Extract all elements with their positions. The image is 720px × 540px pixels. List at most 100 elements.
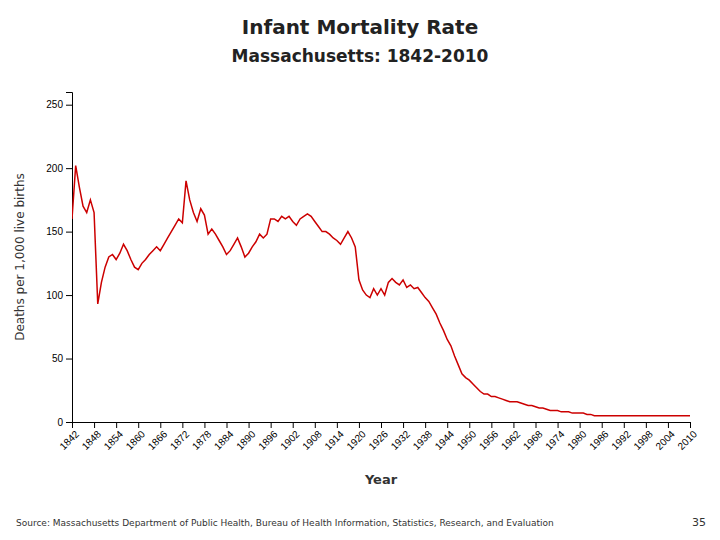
x-tick-mark xyxy=(182,422,183,428)
x-tick: 1932 xyxy=(389,422,413,452)
x-tick-mark xyxy=(668,422,669,428)
x-tick: 1908 xyxy=(300,422,324,452)
x-tick-label: 1848 xyxy=(80,428,104,452)
x-axis-line xyxy=(73,423,691,429)
x-tick-label: 1920 xyxy=(344,428,368,452)
x-tick-mark xyxy=(337,422,338,428)
x-tick: 1848 xyxy=(80,422,104,452)
x-tick-mark xyxy=(646,422,647,428)
x-tick-label: 1860 xyxy=(124,428,148,452)
x-tick-mark xyxy=(580,422,581,428)
y-tick: 50 xyxy=(52,353,72,364)
x-tick: 1926 xyxy=(366,422,390,452)
y-tick: 100 xyxy=(46,290,72,301)
x-tick-mark xyxy=(425,422,426,428)
x-tick-label: 1950 xyxy=(455,428,479,452)
plot-area: 1842184818541860186618721878188418901896… xyxy=(13,93,699,488)
y-tick-label: 200 xyxy=(46,163,63,174)
x-tick: 1980 xyxy=(565,422,589,452)
y-tick-label: 150 xyxy=(46,226,63,237)
x-tick-label: 1992 xyxy=(609,428,633,452)
x-tick: 1950 xyxy=(455,422,479,452)
x-tick: 1890 xyxy=(234,422,258,452)
x-tick-mark xyxy=(204,422,205,428)
x-tick-label: 1902 xyxy=(278,428,302,452)
chart-container: Infant Mortality RateMassachusetts: 1842… xyxy=(0,0,720,540)
x-axis: 1842184818541860186618721878188418901896… xyxy=(57,422,699,452)
y-tick: 200 xyxy=(46,163,72,174)
x-tick-label: 1980 xyxy=(565,428,589,452)
x-tick-mark xyxy=(403,422,404,428)
x-tick: 1986 xyxy=(587,422,611,452)
x-tick-mark xyxy=(447,422,448,428)
x-tick: 1944 xyxy=(433,422,457,452)
x-tick: 1962 xyxy=(499,422,523,452)
y-tick-mark xyxy=(66,168,72,169)
x-tick-mark xyxy=(116,422,117,428)
x-tick-label: 1926 xyxy=(366,428,390,452)
x-tick-label: 1842 xyxy=(57,428,81,452)
x-tick-label: 2010 xyxy=(675,428,699,452)
x-tick-mark xyxy=(469,422,470,428)
y-axis-label: Deaths per 1,000 live births xyxy=(13,173,27,341)
x-tick-label: 1878 xyxy=(190,428,214,452)
x-tick: 1992 xyxy=(609,422,633,452)
x-tick: 1938 xyxy=(411,422,435,452)
x-tick: 1896 xyxy=(256,422,280,452)
x-tick-label: 1914 xyxy=(322,428,346,452)
x-tick: 1974 xyxy=(543,422,567,452)
x-tick: 2004 xyxy=(653,422,677,452)
x-tick-mark xyxy=(536,422,537,428)
x-tick-mark xyxy=(94,422,95,428)
x-tick-label: 1944 xyxy=(433,428,457,452)
x-tick: 1872 xyxy=(168,422,192,452)
y-tick-mark xyxy=(66,422,72,423)
y-tick: 250 xyxy=(46,99,72,110)
x-tick: 2010 xyxy=(675,422,699,452)
x-tick: 1998 xyxy=(631,422,655,452)
x-tick-mark xyxy=(227,422,228,428)
y-tick-mark xyxy=(66,105,72,106)
x-tick-mark xyxy=(138,422,139,428)
x-tick-label: 1896 xyxy=(256,428,280,452)
x-tick: 1884 xyxy=(212,422,236,452)
y-axis: 0 50 100 150 200 250 xyxy=(46,93,72,428)
x-tick-label: 1956 xyxy=(477,428,501,452)
x-tick-label: 1962 xyxy=(499,428,523,452)
x-tick-mark xyxy=(381,422,382,428)
title: Infant Mortality Rate xyxy=(242,15,479,39)
x-tick-mark xyxy=(359,422,360,428)
x-tick: 1902 xyxy=(278,422,302,452)
x-tick: 1860 xyxy=(124,422,148,452)
y-tick-label: 100 xyxy=(46,290,63,301)
x-tick-label: 1986 xyxy=(587,428,611,452)
x-tick-label: 1890 xyxy=(234,428,258,452)
y-tick-mark xyxy=(66,295,72,296)
x-tick-mark xyxy=(491,422,492,428)
x-tick-mark xyxy=(160,422,161,428)
x-tick: 1920 xyxy=(344,422,368,452)
x-tick-label: 1932 xyxy=(389,428,413,452)
data-line xyxy=(72,166,690,416)
x-tick-label: 1968 xyxy=(521,428,545,452)
x-tick-label: 1884 xyxy=(212,428,236,452)
x-tick-label: 1872 xyxy=(168,428,192,452)
x-tick-label: 1974 xyxy=(543,428,567,452)
x-tick-mark xyxy=(602,422,603,428)
x-tick-label: 1938 xyxy=(411,428,435,452)
y-tick-label: 50 xyxy=(52,353,64,364)
x-tick-mark xyxy=(315,422,316,428)
chart-svg: Infant Mortality RateMassachusetts: 1842… xyxy=(0,0,720,540)
x-tick-mark xyxy=(293,422,294,428)
y-tick: 150 xyxy=(46,226,72,237)
y-tick-mark xyxy=(66,232,72,233)
x-tick-mark xyxy=(690,422,691,428)
y-tick: 0 xyxy=(57,417,72,428)
x-tick-label: 1998 xyxy=(631,428,655,452)
x-tick: 1968 xyxy=(521,422,545,452)
x-tick: 1854 xyxy=(102,422,126,452)
y-axis-line xyxy=(66,93,73,423)
y-tick-mark xyxy=(66,359,72,360)
x-tick-label: 1854 xyxy=(102,428,126,452)
x-tick-label: 2004 xyxy=(653,428,677,452)
